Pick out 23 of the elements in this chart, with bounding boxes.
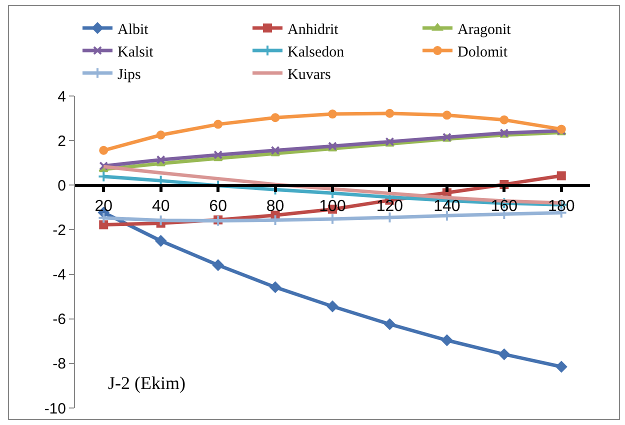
legend-label: Anhidrit (288, 22, 340, 38)
x-tick-label: 140 (434, 198, 460, 216)
legend-label: Kuvars (288, 66, 331, 83)
legend-label: Aragonit (458, 22, 512, 38)
x-tick-label: 80 (266, 198, 284, 216)
legend-label: Jips (118, 66, 142, 83)
x-tick-label: 40 (152, 198, 170, 216)
legend-label: Kalsedon (288, 44, 345, 60)
y-tick-label: -2 (52, 222, 66, 239)
y-tick-label: 4 (58, 88, 66, 106)
y-tick-label: -6 (52, 311, 66, 328)
y-tick-label: 0 (58, 177, 66, 194)
x-tick-label: 20 (94, 198, 113, 216)
legend-label: Kalsit (118, 44, 154, 60)
x-tick-label: 120 (376, 198, 404, 216)
y-tick-label: -8 (52, 356, 66, 373)
y-tick-label: 2 (58, 132, 66, 150)
y-tick-label: -10 (44, 400, 66, 418)
x-tick-label: 60 (209, 198, 228, 216)
y-tick-label: -4 (52, 266, 66, 284)
legend-label: Albit (118, 22, 150, 38)
legend-label: Dolomit (458, 44, 508, 60)
annotation: J-2 (Ekim) (108, 373, 186, 393)
